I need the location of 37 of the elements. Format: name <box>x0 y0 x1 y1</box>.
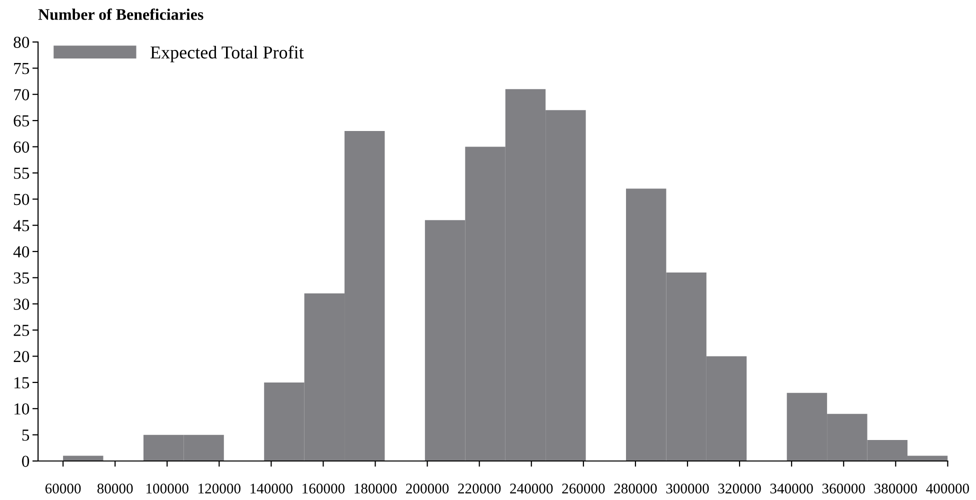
y-tick-label: 20 <box>14 350 30 362</box>
y-axis-title: Number of Beneficiaries <box>38 8 204 20</box>
x-tick-label: 360000 <box>822 484 865 494</box>
y-tick-label: 45 <box>13 220 30 232</box>
x-tick-label: 160000 <box>302 484 345 494</box>
x-tick-label: 180000 <box>354 484 397 494</box>
x-tick-label: 200000 <box>406 484 449 494</box>
x-tick-label: 400000 <box>926 484 970 494</box>
y-tick-label: 30 <box>14 298 30 310</box>
x-tick-label: 60000 <box>45 484 81 494</box>
legend-label: Expected Total Profit <box>150 46 304 62</box>
x-tick-label: 280000 <box>614 484 657 494</box>
y-tick-label: 0 <box>22 456 30 467</box>
y-tick-label: 5 <box>22 430 30 441</box>
x-tick-label: 100000 <box>146 484 188 494</box>
x-tick-label: 220000 <box>458 484 501 494</box>
y-tick-label: 40 <box>13 246 30 258</box>
y-tick-label: 55 <box>14 168 30 179</box>
y-tick-label: 15 <box>14 377 30 388</box>
y-tick-label: 70 <box>14 89 30 100</box>
y-tick-label: 80 <box>14 36 30 48</box>
y-tick-label: 10 <box>14 403 30 415</box>
x-tick-label: 140000 <box>250 484 293 494</box>
x-tick-label: 240000 <box>510 484 553 494</box>
y-tick-label: 65 <box>14 115 30 127</box>
y-tick-label: 35 <box>14 272 30 284</box>
y-tick-label: 60 <box>14 141 30 153</box>
x-tick-label: 380000 <box>874 484 917 494</box>
x-tick-label: 260000 <box>562 484 605 494</box>
x-tick-label: 340000 <box>770 484 813 494</box>
y-tick-label: 75 <box>14 63 30 74</box>
x-tick-label: 120000 <box>198 484 240 494</box>
y-tick-label: 50 <box>14 194 30 206</box>
x-tick-label: 300000 <box>666 484 709 494</box>
y-tick-label: 25 <box>14 324 30 336</box>
x-tick-label: 80000 <box>97 484 133 494</box>
x-tick-label: 320000 <box>718 484 761 494</box>
